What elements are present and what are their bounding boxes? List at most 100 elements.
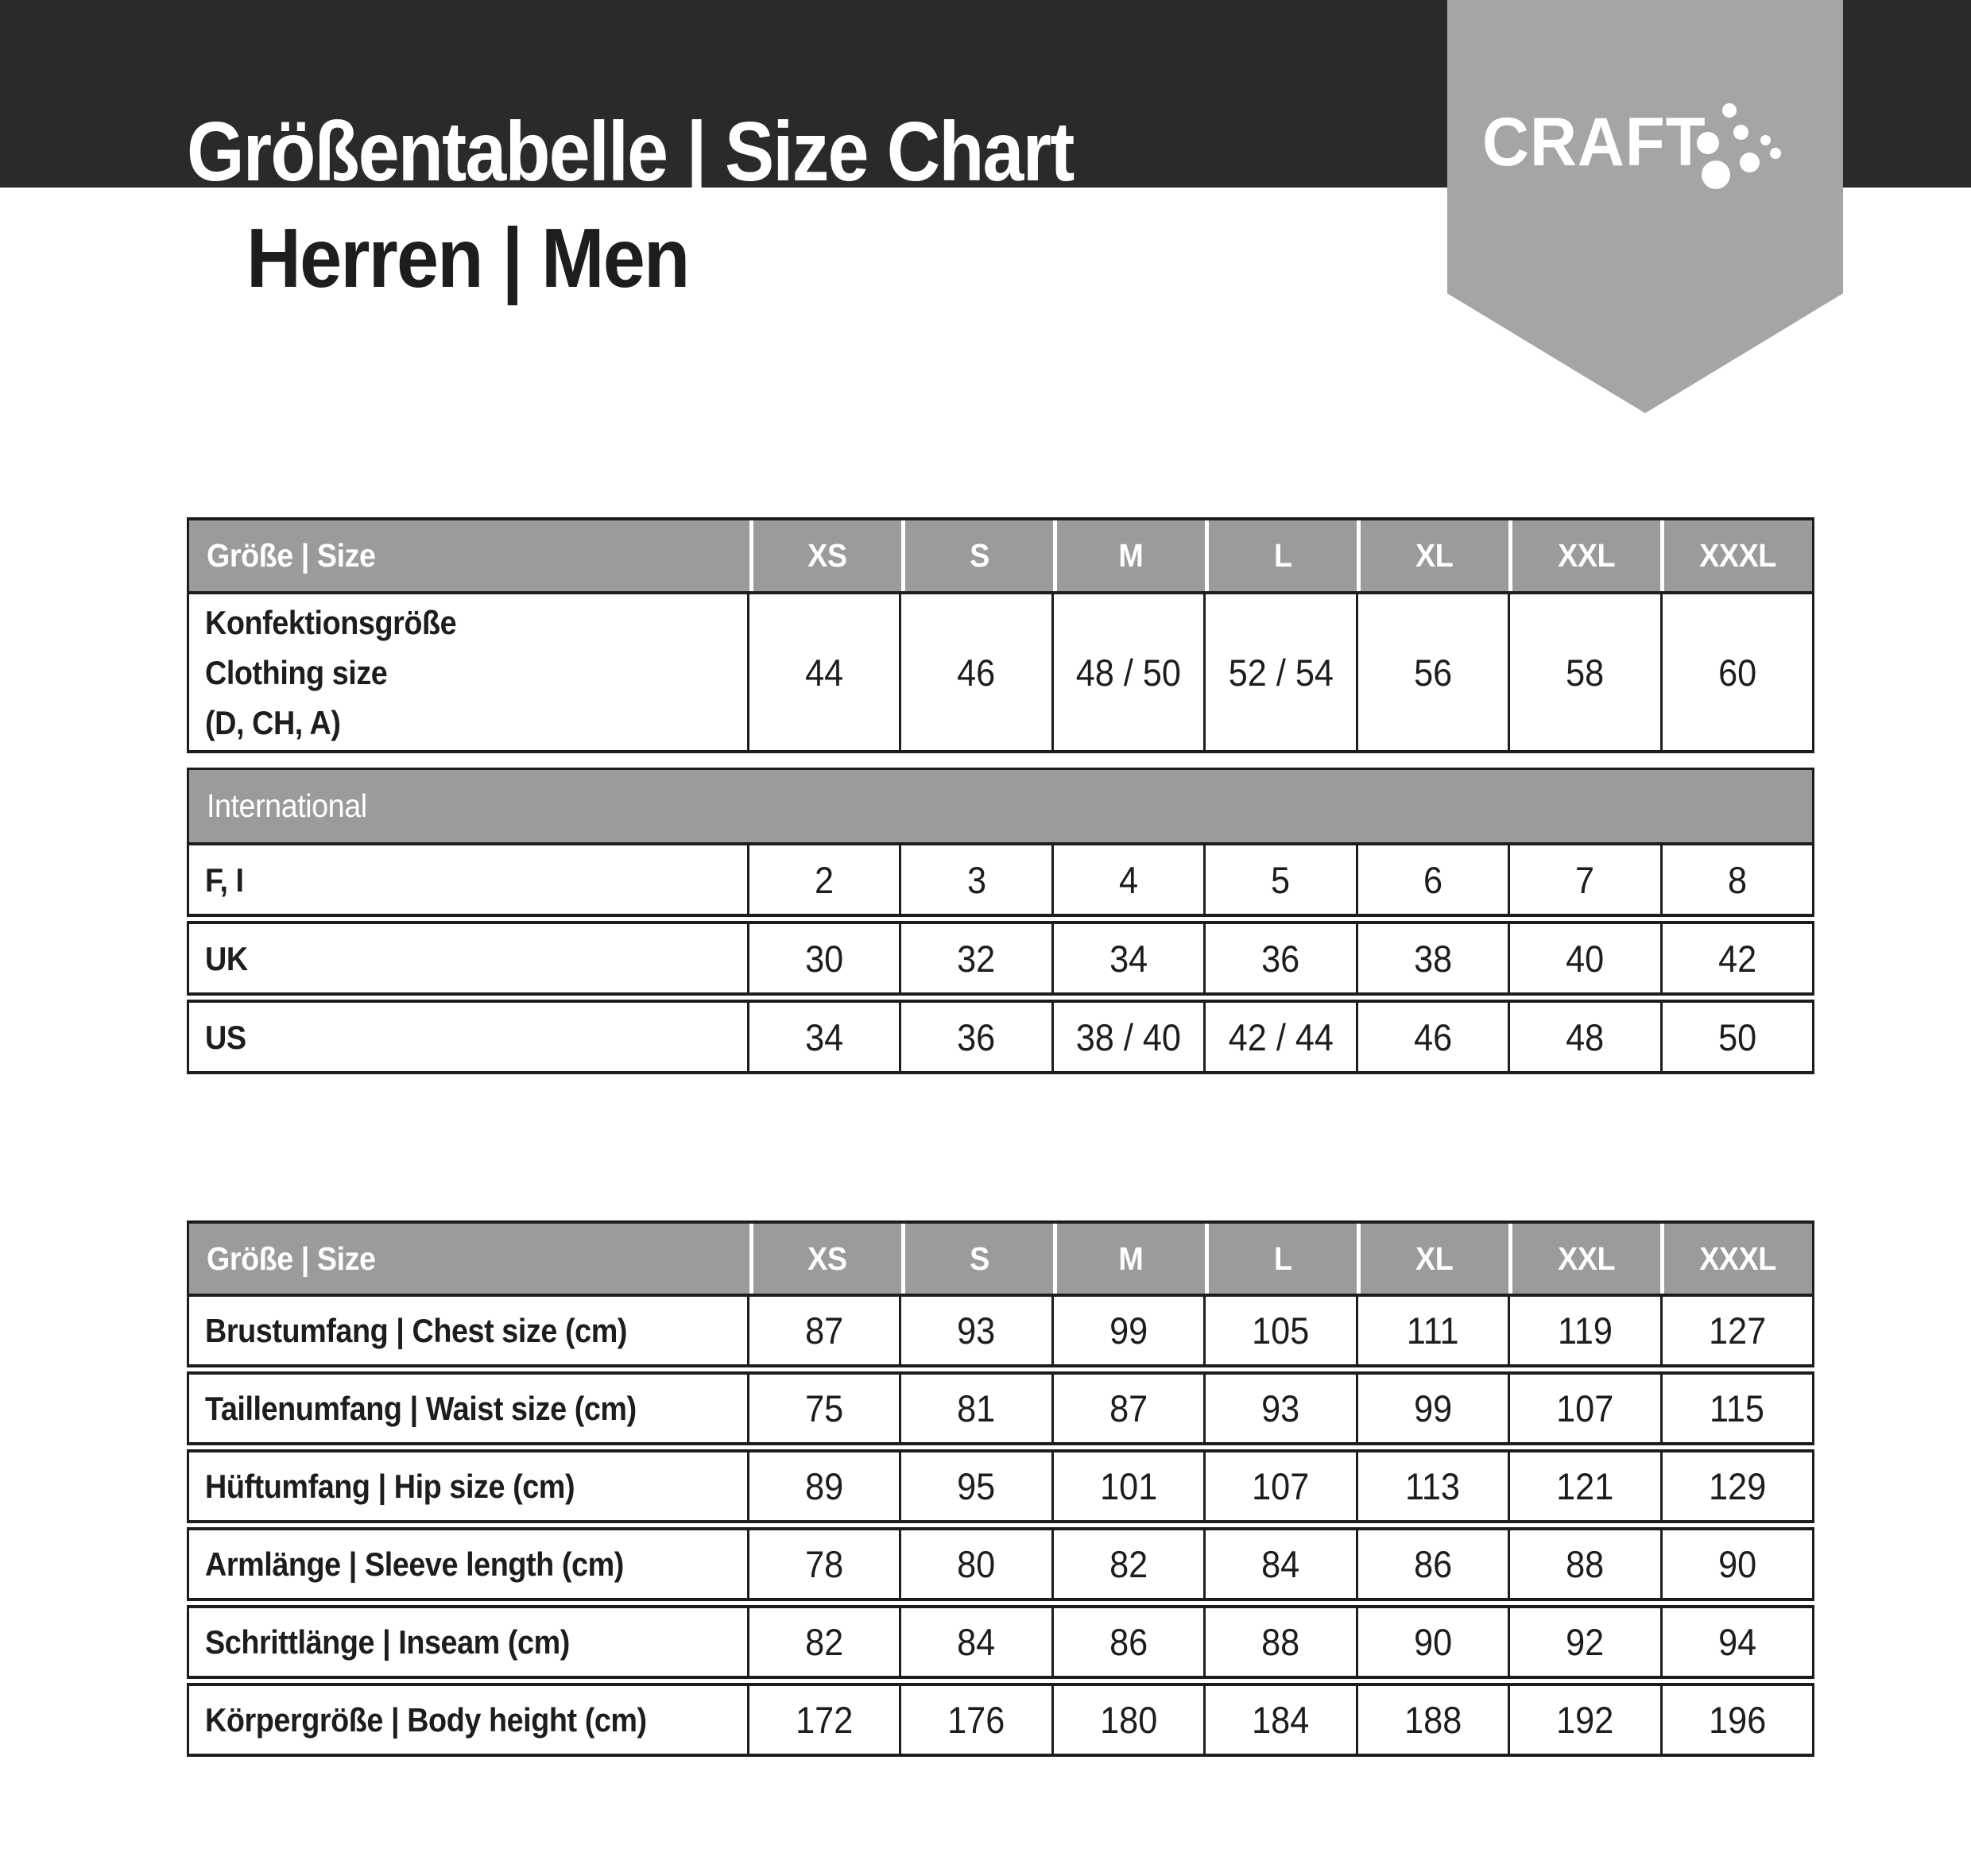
clothing-size-row: Konfektionsgröße Clothing size (D, CH, A… [187, 591, 1814, 753]
size-chart-tables: Größe | Size XS S M L XL XXL XXXL Konfek… [187, 0, 1814, 1876]
cell: 2 [747, 845, 899, 914]
cell: 121 [1508, 1452, 1659, 1520]
logo-dot [1702, 161, 1730, 189]
cell: 196 [1659, 1686, 1812, 1754]
cell: 94 [1659, 1608, 1812, 1676]
cell: 192 [1508, 1686, 1659, 1754]
row-label: Armlänge | Sleeve length (cm) [205, 1545, 624, 1583]
cell: 115 [1659, 1375, 1812, 1442]
cell: 95 [899, 1452, 1051, 1520]
row-label: Schrittlänge | Inseam (cm) [205, 1623, 570, 1661]
logo-dot [1760, 135, 1771, 145]
cell: 86 [1355, 1530, 1508, 1598]
row-label: Hüftumfang | Hip size (cm) [205, 1468, 575, 1505]
corner-header-label: Größe | Size [207, 1240, 376, 1277]
cell: 113 [1355, 1452, 1508, 1520]
cell: 48 [1508, 1003, 1659, 1071]
uk-sizes-row: UK 30 32 34 36 38 40 42 [187, 921, 1814, 996]
cell: 180 [1051, 1686, 1203, 1754]
row-label: UK [205, 939, 248, 977]
row-label: Brustumfang | Chest size (cm) [205, 1312, 628, 1349]
fi-sizes-row: F, I 2 3 4 5 6 7 8 [187, 842, 1814, 917]
cell: 34 [1051, 924, 1203, 992]
cell: 5 [1203, 845, 1355, 914]
cell: 176 [899, 1686, 1051, 1754]
size-header-xs: XS [749, 1224, 901, 1294]
cell: 172 [747, 1686, 899, 1754]
row-label: US [205, 1018, 246, 1056]
cell: 101 [1051, 1452, 1203, 1520]
cell: 32 [899, 924, 1051, 992]
cell: 82 [1051, 1530, 1203, 1598]
logo-dot [1770, 148, 1781, 159]
cell: 87 [1051, 1375, 1203, 1442]
cell: 38 / 40 [1051, 1003, 1203, 1071]
waist-size-row: Taillenumfang | Waist size (cm) 75 81 87… [187, 1371, 1814, 1445]
cell: 44 [747, 594, 899, 750]
craft-dots-icon [1697, 103, 1784, 189]
cell: 42 [1659, 924, 1812, 992]
size-header-xs: XS [749, 520, 901, 591]
size-header-xl: XL [1357, 520, 1508, 591]
cell: 38 [1355, 924, 1508, 992]
cell: 34 [747, 1003, 899, 1071]
cell: 82 [747, 1608, 899, 1676]
cell: 127 [1659, 1297, 1812, 1364]
cell: 58 [1508, 594, 1659, 750]
international-label: International [207, 787, 367, 824]
cell: 184 [1203, 1686, 1355, 1754]
cell: 84 [1203, 1530, 1355, 1598]
size-header-xxxl: XXXL [1660, 520, 1812, 591]
craft-logo: CRAFT [1482, 104, 1706, 180]
cell: 3 [899, 845, 1051, 914]
table1-corner-header: Größe | Size [189, 520, 749, 591]
size-header-l: L [1205, 520, 1357, 591]
cell: 84 [899, 1608, 1051, 1676]
cell: 42 / 44 [1203, 1003, 1355, 1071]
cell: 111 [1355, 1297, 1508, 1364]
cell: 88 [1508, 1530, 1659, 1598]
cell: 99 [1051, 1297, 1203, 1364]
table2-corner-header: Größe | Size [189, 1224, 749, 1294]
international-section-band: International [187, 768, 1814, 842]
cell: 52 / 54 [1203, 594, 1355, 750]
cell: 93 [899, 1297, 1051, 1364]
cell: 80 [899, 1530, 1051, 1598]
size-header-l: L [1205, 1224, 1357, 1294]
logo-dot [1697, 132, 1719, 154]
cell: 105 [1203, 1297, 1355, 1364]
logo-dot [1722, 103, 1737, 118]
cell: 107 [1508, 1375, 1659, 1442]
cell: 7 [1508, 845, 1659, 914]
cell: 93 [1203, 1375, 1355, 1442]
logo-dot [1733, 125, 1748, 140]
body-height-row: Körpergröße | Body height (cm) 172 176 1… [187, 1683, 1814, 1757]
cell: 8 [1659, 845, 1812, 914]
size-header-m: M [1053, 520, 1205, 591]
clothing-size-label: Konfektionsgröße Clothing size (D, CH, A… [205, 603, 457, 741]
cell: 36 [899, 1003, 1051, 1071]
cell: 56 [1355, 594, 1508, 750]
cell: 78 [747, 1530, 899, 1598]
cell: 87 [747, 1297, 899, 1364]
cell: 86 [1051, 1608, 1203, 1676]
size-header-xxxl: XXXL [1660, 1224, 1812, 1294]
cell: 99 [1355, 1375, 1508, 1442]
row-label: Körpergröße | Body height (cm) [205, 1701, 647, 1739]
cell: 4 [1051, 845, 1203, 914]
inseam-row: Schrittlänge | Inseam (cm) 82 84 86 88 9… [187, 1605, 1814, 1679]
size-header-s: S [901, 520, 1053, 591]
row-label: Taillenumfang | Waist size (cm) [205, 1390, 637, 1427]
hip-size-row: Hüftumfang | Hip size (cm) 89 95 101 107… [187, 1449, 1814, 1523]
cell: 119 [1508, 1297, 1659, 1364]
cell: 107 [1203, 1452, 1355, 1520]
table2-header-row: Größe | Size XS S M L XL XXL XXXL [187, 1220, 1814, 1294]
cell: 30 [747, 924, 899, 992]
page-title: Größentabelle | Size Chart [187, 105, 1075, 199]
size-header-m: M [1053, 1224, 1205, 1294]
row-label: F, I [205, 861, 244, 899]
page-subtitle: Herren | Men [246, 211, 690, 305]
cell: 36 [1203, 924, 1355, 992]
table1-header-row: Größe | Size XS S M L XL XXL XXXL [187, 517, 1814, 591]
corner-header-label: Größe | Size [207, 537, 376, 574]
